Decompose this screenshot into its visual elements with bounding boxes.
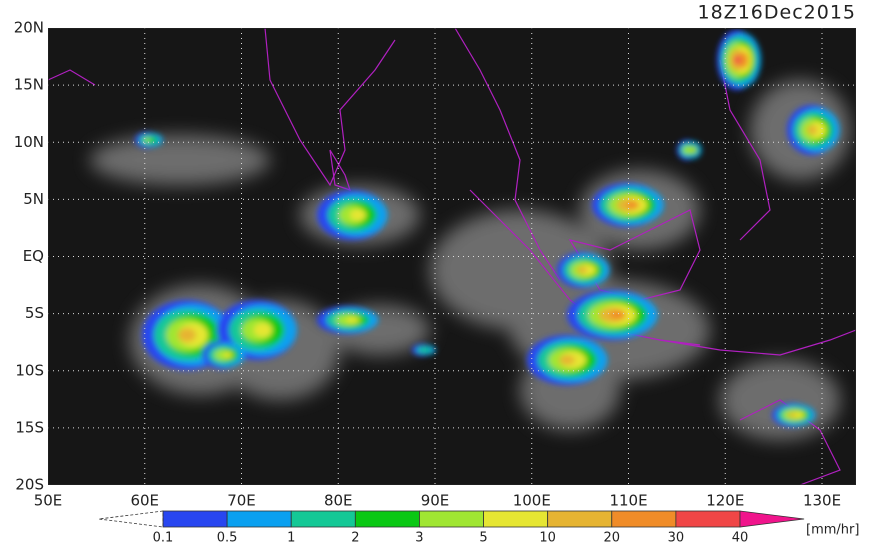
grid xyxy=(48,28,856,485)
colorbar-segment xyxy=(162,510,228,528)
rain-cell xyxy=(683,146,691,154)
map-title: 18Z16Dec2015 xyxy=(698,2,857,24)
lon-label: 60E xyxy=(130,492,159,510)
rain-cell xyxy=(737,52,749,68)
colorbar-segment xyxy=(547,510,613,528)
colorbar-label: 0.5 xyxy=(217,531,238,545)
colorbar-label: 3 xyxy=(415,531,423,545)
colorbar-segment xyxy=(483,510,549,528)
rain-cell xyxy=(733,55,741,65)
rain-cell xyxy=(791,411,805,419)
colorbar-label: 40 xyxy=(732,531,749,545)
colorbar: 0.1 0.5 1 2 3 5 10 20 30 40 xyxy=(98,510,805,545)
rain-cell xyxy=(416,346,428,354)
rain-cell xyxy=(690,147,696,153)
lat-label: EQ xyxy=(23,247,44,265)
lon-label: 130E xyxy=(803,492,841,510)
rain-cell xyxy=(223,351,233,359)
map-area xyxy=(48,28,856,485)
lon-label: 100E xyxy=(513,492,551,510)
rain-cell xyxy=(349,209,367,221)
colorbar-segment xyxy=(290,510,356,528)
colorbar-under xyxy=(98,510,164,528)
lat-label: 15S xyxy=(15,418,44,436)
lon-label: 70E xyxy=(227,492,256,510)
lat-label: 5S xyxy=(25,304,44,322)
colorbar-label: 0.1 xyxy=(153,531,174,545)
rain-cell xyxy=(807,125,817,135)
rain-cell xyxy=(253,323,273,337)
colorbar-label: 5 xyxy=(479,531,487,545)
colorbar-segment xyxy=(226,510,292,528)
lat-label: 10N xyxy=(14,133,44,151)
colorbar-unit: [mm/hr] xyxy=(806,523,859,538)
rain-cell xyxy=(147,136,159,144)
rain-cell xyxy=(143,137,151,143)
colorbar-label: 30 xyxy=(668,531,685,545)
lon-label: 50E xyxy=(34,492,63,510)
colorbar-label: 2 xyxy=(351,531,359,545)
colorbar-label: 1 xyxy=(287,531,295,545)
lon-label: 120E xyxy=(706,492,744,510)
colorbar-label: 10 xyxy=(539,531,556,545)
lat-label: 10S xyxy=(15,361,44,379)
rain-cell xyxy=(559,355,575,365)
lat-label: 15N xyxy=(14,76,44,94)
colorbar-label: 20 xyxy=(604,531,621,545)
colorbar-segment xyxy=(354,510,420,528)
rain-cell xyxy=(424,348,432,352)
colorbar-segment xyxy=(419,510,484,528)
colorbar-over xyxy=(739,510,805,528)
lat-label: 20N xyxy=(14,19,44,37)
lon-label: 90E xyxy=(421,492,450,510)
colorbar-segment xyxy=(675,510,741,528)
rain-cell xyxy=(626,201,640,209)
rain-cell xyxy=(788,412,796,418)
lon-label: 80E xyxy=(324,492,353,510)
precipitation xyxy=(135,30,840,427)
rain-cell xyxy=(577,266,587,274)
rain-cell xyxy=(610,310,626,320)
rain-cell xyxy=(346,316,360,324)
lon-label: 110E xyxy=(609,492,647,510)
lat-label: 5N xyxy=(23,190,44,208)
rain-cell xyxy=(178,328,196,342)
colorbar-segment xyxy=(611,510,677,528)
lat-label: 20S xyxy=(15,476,44,494)
